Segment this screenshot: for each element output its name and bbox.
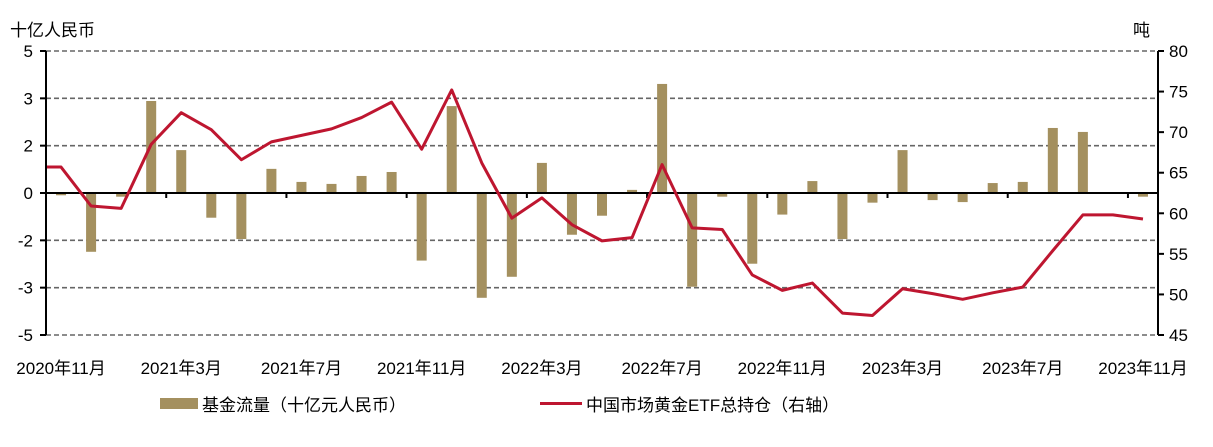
bar	[807, 181, 818, 193]
bar	[747, 193, 758, 264]
legend-item-fund-flow: 基金流量（十亿元人民币）	[160, 391, 406, 416]
bar	[266, 168, 277, 193]
left-axis-tick-label: 2	[24, 137, 33, 156]
bar	[386, 171, 397, 193]
bar	[536, 162, 547, 193]
bar	[1047, 127, 1058, 193]
left-axis-tick-labels: 5 3 2 0 -2 -3 -5	[18, 42, 33, 345]
right-axis-tick-label: 70	[1169, 123, 1188, 142]
legend-line-swatch	[540, 402, 582, 405]
x-axis-tick-label: 2021年3月	[141, 359, 222, 378]
legend-label-fund-flow: 基金流量（十亿元人民币）	[202, 396, 406, 415]
x-axis-tick-label: 2022年7月	[621, 359, 702, 378]
bar	[116, 193, 127, 197]
bar	[597, 193, 607, 216]
etf-holdings-polyline	[47, 88, 1144, 318]
bar	[627, 189, 638, 193]
left-axis-tick-label: 0	[24, 184, 33, 203]
bar	[476, 193, 487, 298]
etf-holdings-line	[47, 88, 1144, 318]
bar	[987, 183, 998, 193]
left-axis-tick-label: -5	[18, 326, 33, 345]
x-axis-tick-labels: 2020年11月 2021年3月 2021年7月 2021年11月 2022年3月 202…	[16, 359, 1187, 378]
right-axis-tick-label: 55	[1169, 245, 1188, 264]
bar	[897, 150, 908, 193]
bar	[1137, 193, 1148, 197]
bar	[86, 193, 97, 252]
x-axis-tick-label: 2022年11月	[738, 359, 827, 378]
bar	[717, 193, 728, 197]
right-axis-tick-label: 50	[1169, 285, 1188, 304]
x-axis-tick-label: 2020年11月	[16, 359, 105, 378]
left-axis-unit-label: 十亿人民币	[10, 21, 95, 40]
left-axis-tick-label: -2	[18, 231, 33, 250]
x-axis-tick-label: 2023年11月	[1098, 359, 1187, 378]
bar	[56, 193, 67, 196]
right-axis-tick-label: 80	[1169, 42, 1188, 61]
bar	[1017, 181, 1028, 193]
legend-item-etf-holdings: 中国市场黄金ETF总持仓（右轴）	[540, 391, 839, 416]
bar	[657, 83, 668, 193]
bar	[957, 193, 968, 203]
left-axis-tick-label: 5	[24, 42, 33, 61]
bar	[867, 193, 878, 203]
right-axis-tick-label: 45	[1169, 326, 1188, 345]
right-axis-unit-label: 吨	[1133, 21, 1150, 40]
bar	[777, 193, 788, 215]
x-axis-tick-label: 2023年7月	[982, 359, 1063, 378]
bar	[416, 193, 427, 261]
x-axis-tick-label: 2023年3月	[862, 359, 943, 378]
left-axis-tick-label: -3	[18, 279, 33, 298]
fund-flow-bars	[56, 83, 1148, 298]
left-axis-tick-label: 3	[24, 89, 33, 108]
x-axis-tick-label: 2021年11月	[377, 359, 466, 378]
bar	[687, 193, 698, 287]
bar	[446, 106, 457, 193]
bar	[296, 181, 307, 193]
bar	[356, 175, 367, 193]
bar	[837, 193, 848, 240]
x-axis-tick-label: 2021年7月	[261, 359, 342, 378]
legend-bar-swatch	[160, 398, 198, 409]
bar	[206, 193, 217, 218]
legend-label-etf-holdings: 中国市场黄金ETF总持仓（右轴）	[586, 396, 840, 415]
bar	[236, 193, 247, 240]
bar	[326, 183, 337, 193]
bar	[506, 193, 517, 277]
bar	[566, 193, 577, 235]
right-axis-tick-label: 65	[1169, 164, 1188, 183]
bar	[1077, 131, 1088, 193]
bar	[176, 150, 187, 193]
bar	[927, 193, 938, 201]
right-axis-tick-label: 60	[1169, 204, 1188, 223]
axes	[40, 50, 1164, 336]
x-axis-tick-label: 2022年3月	[501, 359, 582, 378]
right-axis-tick-labels: 80 75 70 65 60 55 50 45	[1169, 42, 1188, 345]
right-axis-tick-label: 75	[1169, 83, 1188, 102]
